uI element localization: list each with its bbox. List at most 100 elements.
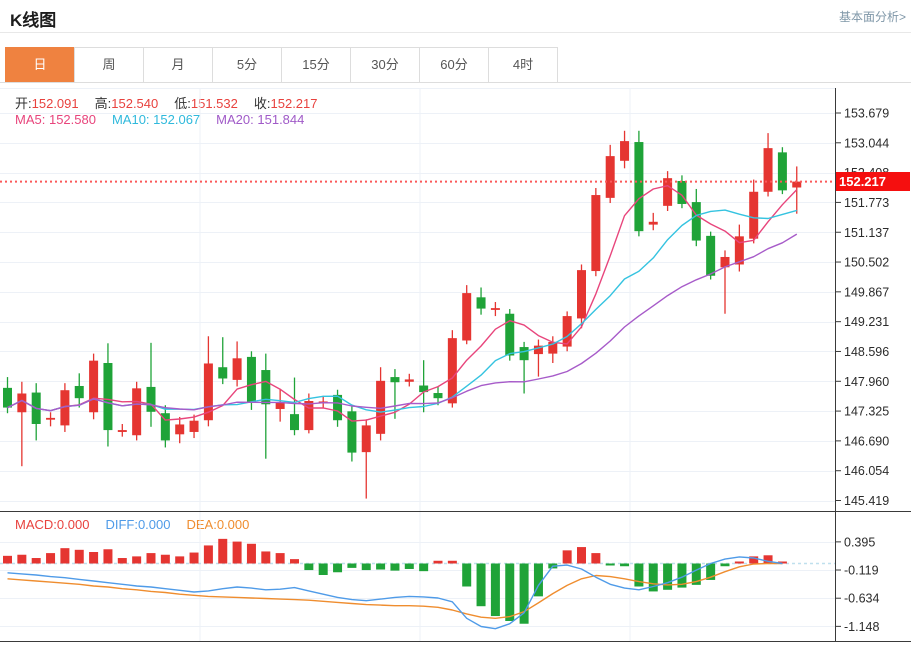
candle-body <box>89 360 99 413</box>
candle-body <box>433 393 443 399</box>
macd-bar <box>103 549 113 564</box>
diff-value: DIFF:0.000 <box>105 517 171 532</box>
candle-body <box>347 411 357 453</box>
macd-bar <box>218 538 228 564</box>
macd-bar <box>591 553 601 564</box>
low-value: 低:151.532 <box>174 96 238 111</box>
dea-value: DEA:0.000 <box>186 517 250 532</box>
macd-bar <box>490 563 500 617</box>
candle-body <box>749 191 759 239</box>
macd-bar <box>390 563 400 571</box>
macd-legend: MACD:0.000 DIFF:0.000 DEA:0.000 <box>15 517 265 532</box>
macd-bar <box>275 553 285 564</box>
candle-body <box>203 363 213 421</box>
macd-bar <box>74 549 84 564</box>
tab-period-5[interactable]: 30分 <box>350 47 420 83</box>
candle-body <box>490 308 500 310</box>
tab-period-0[interactable]: 日 <box>5 47 75 83</box>
tab-period-6[interactable]: 60分 <box>419 47 489 83</box>
candle-body <box>706 235 716 276</box>
candle-body <box>103 363 113 431</box>
axis-tick-label: -0.634 <box>844 592 879 606</box>
kline-chart-canvas[interactable]: 153.679153.044152.408151.773151.137150.5… <box>0 83 911 645</box>
open-value: 开:152.091 <box>15 96 79 111</box>
current-price-badge: 152.217 <box>836 172 910 191</box>
axis-tick-label: -1.148 <box>844 620 879 634</box>
ma20-value: MA20: 151.844 <box>216 112 305 127</box>
candle-body <box>46 417 56 420</box>
macd-bar <box>648 563 658 592</box>
candle-body <box>60 390 70 426</box>
macd-bar <box>691 563 701 585</box>
candle-body <box>390 377 400 383</box>
candle-body <box>146 386 156 412</box>
macd-bar <box>189 552 199 564</box>
high-value: 高:152.540 <box>94 96 159 111</box>
macd-bar <box>376 563 386 570</box>
macd-value: MACD:0.000 <box>15 517 90 532</box>
candle-body <box>533 345 543 355</box>
tab-period-3[interactable]: 5分 <box>212 47 282 83</box>
candle-body <box>734 236 744 265</box>
macd-bar <box>132 556 142 564</box>
candle-body <box>3 387 12 408</box>
candle-body <box>175 424 185 435</box>
ma20-line <box>7 233 798 412</box>
candle-body <box>663 178 673 206</box>
axis-tick-label: 0.395 <box>844 535 875 549</box>
tab-period-7[interactable]: 4时 <box>488 47 558 83</box>
ma-legend: MA5: 152.580 MA10: 152.067 MA20: 151.844 <box>15 112 320 127</box>
candle-body <box>404 379 414 382</box>
macd-bar <box>3 555 12 564</box>
axis-tick-label: 147.325 <box>844 405 889 419</box>
candle-body <box>562 316 572 347</box>
candle-body <box>763 148 773 192</box>
macd-bar <box>734 561 744 564</box>
axis-tick-label: 153.679 <box>844 107 889 121</box>
macd-bar <box>117 558 127 564</box>
macd-bar <box>577 547 586 564</box>
candle-body <box>117 430 127 432</box>
axis-tick-label: 146.690 <box>844 434 889 448</box>
candle-body <box>17 393 27 413</box>
ma5-line <box>7 184 798 422</box>
macd-bar <box>89 552 99 564</box>
page-title: K线图 <box>10 11 57 30</box>
candle-body <box>548 341 558 354</box>
macd-bar <box>462 563 472 587</box>
macd-bar <box>261 551 271 564</box>
macd-bar <box>720 563 730 567</box>
candle-body <box>476 297 486 309</box>
axis-tick-label: 151.137 <box>844 226 889 240</box>
tab-period-2[interactable]: 月 <box>143 47 213 83</box>
axis-tick-label: 149.867 <box>844 285 889 299</box>
ohlc-legend: 开:152.091 高:152.540 低:151.532 收:152.217 <box>15 93 334 112</box>
macd-bar <box>175 556 185 564</box>
header-divider <box>0 32 911 33</box>
candle-body <box>648 221 658 225</box>
candle-body <box>577 270 586 319</box>
candle-body <box>246 356 256 403</box>
axis-tick-label: 147.960 <box>844 375 889 389</box>
macd-bar <box>404 563 414 569</box>
macd-bar <box>290 559 299 564</box>
tab-period-1[interactable]: 周 <box>74 47 144 83</box>
candle-body <box>792 181 802 188</box>
macd-bar <box>146 553 156 564</box>
diff-line <box>7 556 783 630</box>
candle-body <box>462 293 472 341</box>
fundamental-analysis-link[interactable]: 基本面分析> <box>838 10 906 24</box>
macd-bar <box>634 563 644 587</box>
candle-body <box>304 401 314 431</box>
macd-bar <box>476 563 486 607</box>
macd-bar <box>562 550 572 564</box>
macd-bar <box>677 563 687 588</box>
tab-period-4[interactable]: 15分 <box>281 47 351 83</box>
candle-body <box>777 152 787 191</box>
axis-tick-label: 145.419 <box>844 494 889 508</box>
macd-bar <box>663 563 673 590</box>
ma5-value: MA5: 152.580 <box>15 112 96 127</box>
axis-tick-label: 153.044 <box>844 136 889 150</box>
macd-bar <box>620 563 630 567</box>
candle-body <box>74 385 84 399</box>
